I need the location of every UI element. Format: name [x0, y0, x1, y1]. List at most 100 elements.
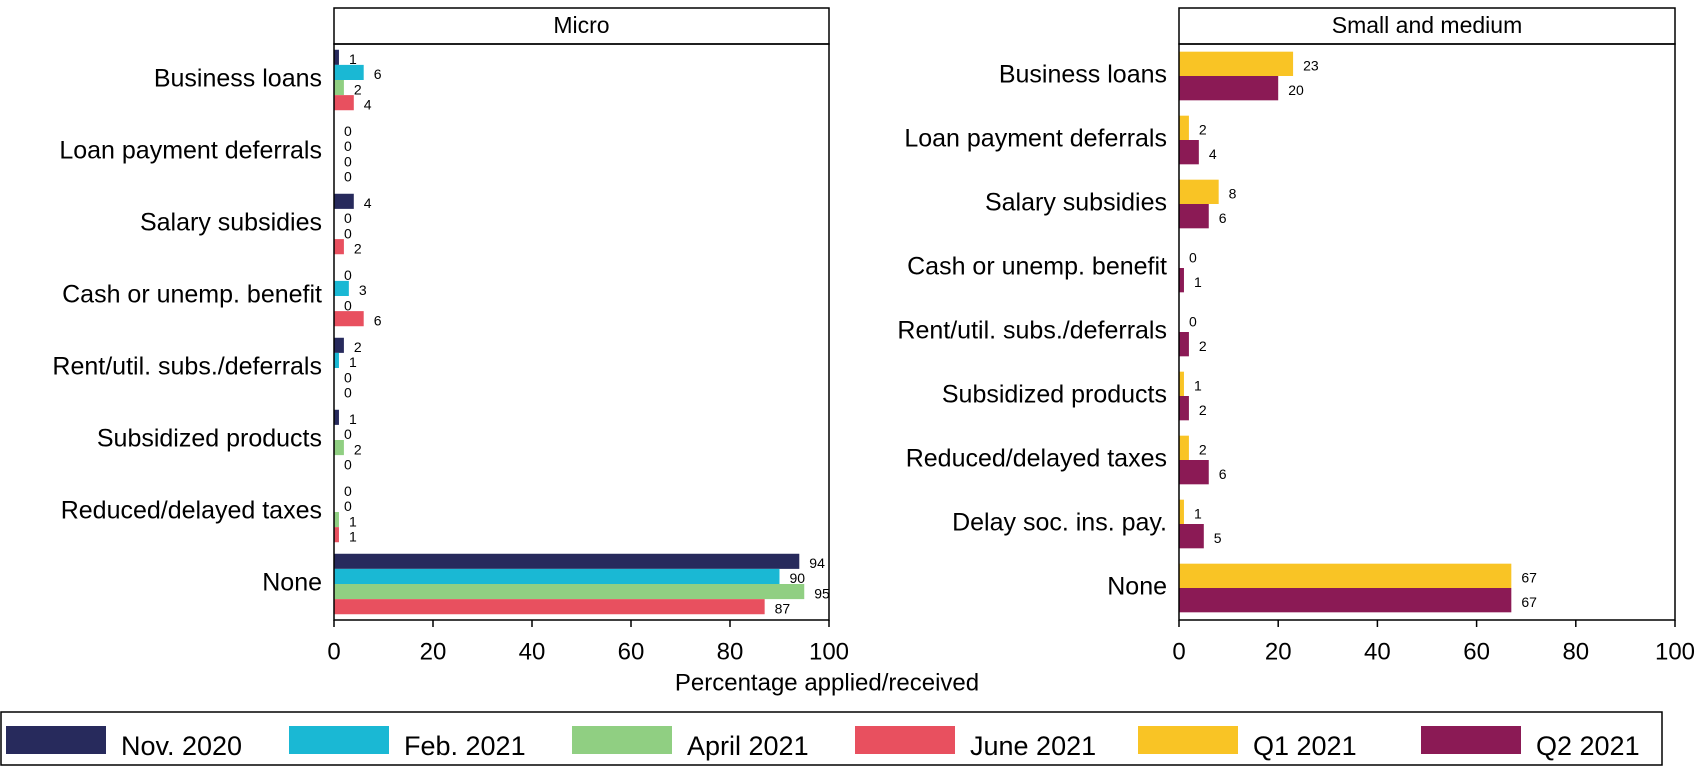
bar [1179, 76, 1279, 101]
value-label: 4 [1209, 146, 1217, 162]
category-label: Loan payment deferrals [904, 125, 1167, 153]
bar [334, 568, 780, 584]
legend-swatch [572, 726, 672, 754]
value-label: 0 [344, 498, 352, 514]
bar [334, 553, 800, 569]
bar [334, 95, 354, 111]
value-label: 1 [1194, 378, 1202, 394]
value-label: 2 [354, 81, 362, 97]
bar [1179, 563, 1512, 588]
category-label: Subsidized products [942, 381, 1167, 409]
value-label: 0 [344, 153, 352, 169]
x-tick-label: 40 [519, 638, 546, 665]
value-label: 94 [809, 555, 825, 571]
value-label: 67 [1521, 570, 1537, 586]
category-label: Business loans [999, 61, 1167, 89]
x-axis-label: Percentage applied/received [675, 669, 979, 696]
x-tick-label: 100 [1655, 638, 1695, 665]
value-label: 87 [775, 600, 791, 616]
value-label: 0 [344, 168, 352, 184]
bar [1179, 115, 1189, 140]
bar [334, 527, 339, 543]
x-tick-label: 80 [1562, 638, 1589, 665]
legend-swatch [6, 726, 106, 754]
bar [334, 440, 344, 456]
x-tick-label: 20 [1265, 638, 1292, 665]
value-label: 1 [349, 513, 357, 529]
bar [1179, 588, 1512, 613]
legend-label: April 2021 [687, 731, 809, 761]
bar [1179, 51, 1294, 76]
x-tick-label: 20 [420, 638, 447, 665]
category-label: Cash or unemp. benefit [62, 281, 322, 309]
x-tick-label: 0 [327, 638, 340, 665]
value-label: 6 [1219, 210, 1227, 226]
value-label: 6 [374, 312, 382, 328]
bar [1179, 332, 1189, 357]
category-label: None [1107, 573, 1167, 601]
category-label: Delay soc. ins. pay. [952, 509, 1167, 537]
value-label: 2 [354, 339, 362, 355]
category-label: None [262, 569, 322, 597]
legend-label: Q2 2021 [1536, 731, 1640, 761]
legend-swatch [289, 726, 389, 754]
value-label: 0 [344, 267, 352, 283]
bar [334, 80, 344, 96]
value-label: 2 [1199, 442, 1207, 458]
bar [1179, 460, 1209, 485]
legend-label: Feb. 2021 [404, 731, 526, 761]
value-label: 2 [354, 240, 362, 256]
category-label: Reduced/delayed taxes [906, 445, 1167, 473]
category-label: Reduced/delayed taxes [61, 497, 322, 525]
value-label: 5 [1214, 530, 1222, 546]
bar [1179, 396, 1189, 421]
bar [334, 280, 349, 296]
category-label: Salary subsidies [140, 209, 322, 237]
value-label: 2 [354, 441, 362, 457]
category-label: Loan payment deferrals [59, 137, 322, 165]
x-tick-label: 60 [618, 638, 645, 665]
value-label: 0 [344, 210, 352, 226]
value-label: 90 [790, 570, 806, 586]
value-label: 20 [1288, 82, 1304, 98]
value-label: 2 [1199, 122, 1207, 138]
bar [1179, 268, 1184, 293]
x-tick-label: 80 [717, 638, 744, 665]
bar [1179, 179, 1219, 204]
bar [334, 64, 364, 80]
bar [334, 352, 339, 368]
x-tick-label: 100 [809, 638, 849, 665]
value-label: 0 [344, 369, 352, 385]
bar [1179, 140, 1199, 165]
category-label: Rent/util. subs./deferrals [52, 353, 322, 381]
x-tick-label: 40 [1364, 638, 1391, 665]
value-label: 6 [374, 66, 382, 82]
value-label: 0 [344, 483, 352, 499]
category-label: Business loans [154, 65, 322, 93]
x-tick-label: 0 [1172, 638, 1185, 665]
strip [1178, 7, 1676, 45]
legend-label: Q1 2021 [1253, 731, 1357, 761]
bar [334, 311, 364, 327]
strip-title: Micro [553, 12, 609, 38]
value-label: 4 [364, 96, 372, 112]
category-label: Rent/util. subs./deferrals [897, 317, 1167, 345]
value-label: 2 [1199, 402, 1207, 418]
bar [1179, 524, 1204, 549]
strip [333, 7, 830, 45]
category-label: Salary subsidies [985, 189, 1167, 217]
value-label: 0 [344, 426, 352, 442]
bar [1179, 499, 1184, 524]
value-label: 0 [1189, 314, 1197, 330]
bar [1179, 435, 1189, 460]
value-label: 67 [1521, 594, 1537, 610]
value-label: 6 [1219, 466, 1227, 482]
value-label: 1 [349, 528, 357, 544]
bar [334, 239, 344, 255]
value-label: 0 [344, 123, 352, 139]
legend-label: Nov. 2020 [121, 731, 242, 761]
value-label: 95 [814, 585, 830, 601]
value-label: 3 [359, 282, 367, 298]
bar [1179, 204, 1209, 229]
